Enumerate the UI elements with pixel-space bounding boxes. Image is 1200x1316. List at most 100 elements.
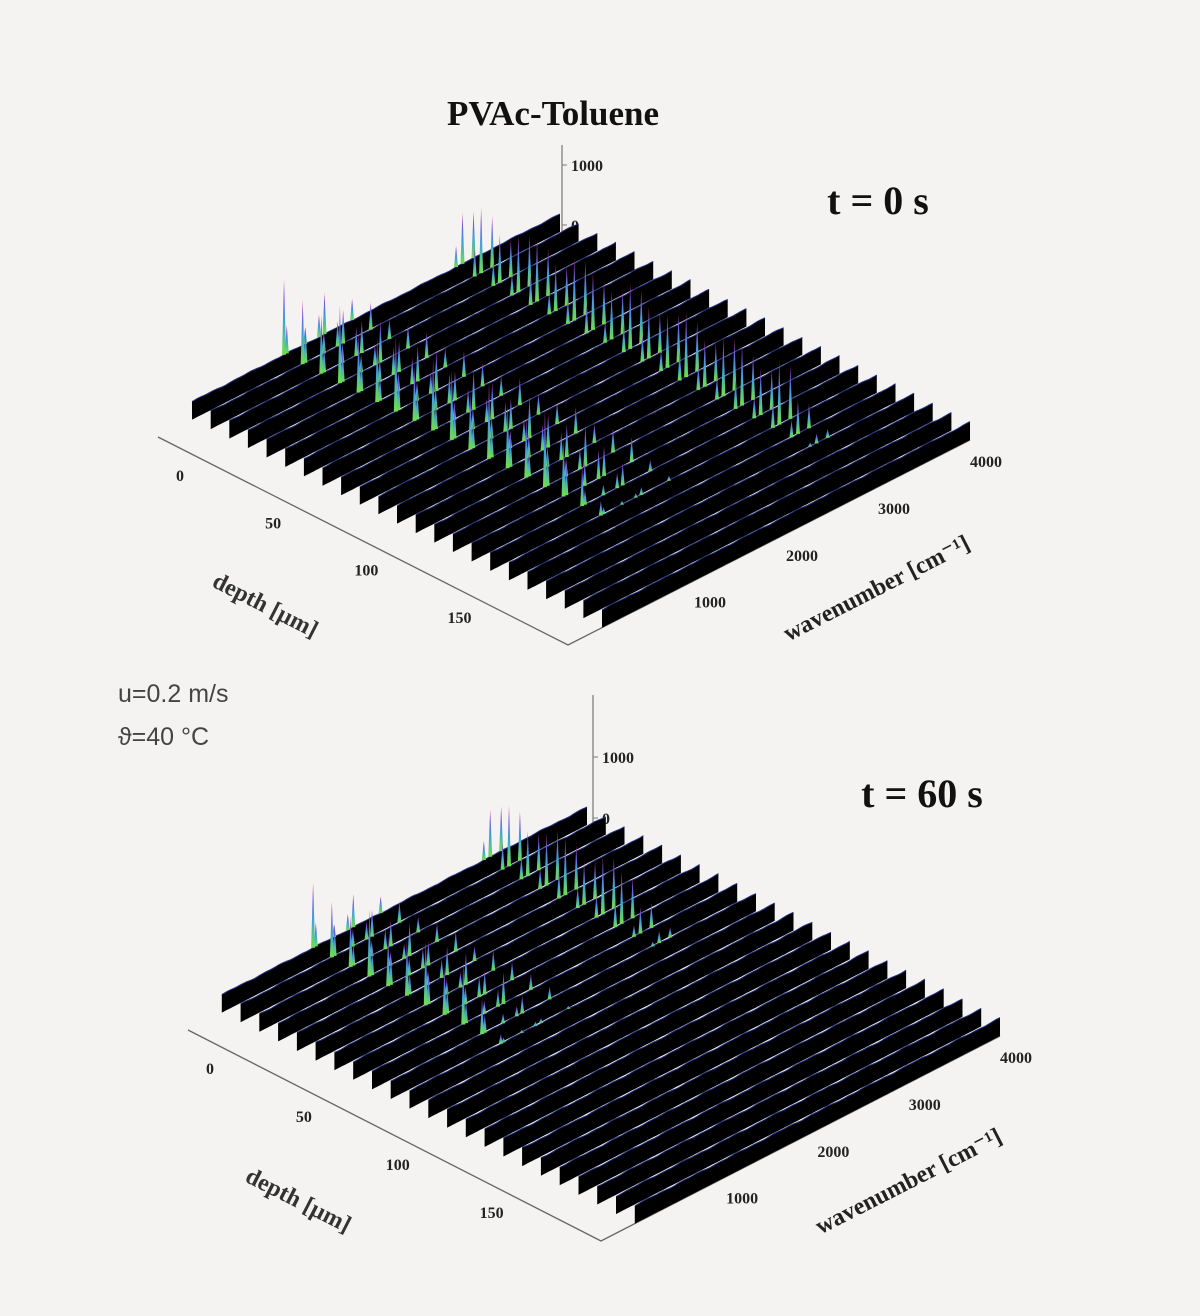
depth-tick-label: 0 [206, 1061, 214, 1078]
spectrum-slice [489, 365, 859, 571]
peak [482, 1000, 487, 1014]
peak [471, 211, 476, 259]
peak [300, 299, 305, 365]
peak [547, 986, 552, 1000]
spectrum-ribbon [634, 1017, 1000, 1224]
peak [519, 1029, 524, 1033]
peak [639, 486, 644, 495]
peak [544, 832, 549, 886]
spectrum-baseline [340, 288, 710, 478]
peak [444, 979, 449, 995]
spectrum-baseline [428, 911, 794, 1101]
peak [657, 930, 662, 944]
spectrum-slice [259, 826, 625, 1032]
spectrum-ribbon [315, 855, 681, 1061]
spectrum-slice [634, 1017, 1001, 1224]
peak [639, 289, 644, 344]
peak [555, 830, 560, 880]
peak [527, 396, 532, 439]
peak [508, 239, 513, 278]
peak [434, 923, 439, 942]
peak [350, 298, 355, 321]
peak [498, 1034, 503, 1044]
spectrum-slice [471, 343, 840, 562]
wavenumber-tick-label: 1000 [726, 1191, 758, 1208]
spectrum-baseline [247, 241, 617, 431]
spectrum-slice [352, 870, 719, 1080]
peak [453, 931, 458, 952]
spectrum-ribbon [409, 903, 775, 1109]
peak [407, 957, 412, 976]
peak [598, 500, 603, 516]
peak [524, 417, 529, 478]
peak [284, 325, 289, 354]
peak [628, 283, 633, 349]
peak [477, 975, 482, 998]
spectrum-slice [396, 314, 766, 524]
peak [713, 343, 718, 382]
peak [611, 428, 616, 453]
peak [649, 903, 654, 928]
spectrum-ribbon [602, 421, 970, 628]
peak [439, 958, 444, 978]
spectrum-ribbon [296, 845, 663, 1051]
depth-tick-label: 100 [354, 563, 378, 580]
spectrum-baseline [521, 960, 888, 1148]
peak [452, 370, 457, 401]
peak [454, 245, 459, 268]
peak [630, 877, 635, 919]
peak [397, 341, 402, 372]
peak [491, 260, 496, 286]
peak [415, 388, 420, 420]
peak [332, 925, 337, 956]
peak [564, 266, 569, 306]
spectrum-ribbon [390, 893, 756, 1099]
spectrum-ribbon [540, 970, 907, 1176]
peak [377, 357, 382, 382]
peak [538, 868, 543, 889]
peak [561, 439, 566, 497]
spectrum-slice [409, 902, 775, 1109]
peak [769, 369, 774, 410]
peak [601, 484, 606, 496]
wavenumber-tick-label: 3000 [909, 1097, 941, 1114]
z-tick-label: 0 [602, 811, 610, 828]
peak [814, 433, 819, 444]
peak [402, 943, 407, 959]
spectrum-baseline [315, 854, 682, 1043]
peak [546, 414, 551, 448]
peak [445, 946, 450, 976]
peak [501, 972, 506, 1004]
peak [341, 309, 346, 344]
peak [282, 278, 287, 355]
peak [582, 489, 587, 505]
peak [481, 840, 486, 861]
peak [555, 402, 560, 425]
peak [629, 436, 634, 462]
peak [316, 314, 321, 337]
peak [488, 809, 493, 857]
wavenumber-tick-label: 4000 [1000, 1050, 1032, 1067]
depth-axis-label: depth [µm] [241, 1163, 355, 1238]
peak [359, 357, 364, 392]
spectrum-slice [601, 421, 971, 628]
peak [506, 805, 511, 867]
spectra [191, 207, 971, 628]
peak [407, 922, 412, 956]
peak [620, 463, 625, 486]
peak [351, 893, 356, 928]
peak [758, 368, 763, 415]
peak [442, 967, 447, 1015]
peak [461, 962, 466, 1025]
peak [665, 315, 670, 368]
peak [536, 393, 541, 415]
peak [533, 1021, 538, 1026]
peak [490, 382, 495, 420]
spectrum-baseline [359, 298, 728, 488]
spectrum-baseline [484, 940, 851, 1130]
spectrum-baseline [229, 232, 598, 421]
peak [484, 398, 489, 422]
peak [740, 343, 745, 406]
spectrum-ribbon [564, 403, 933, 609]
